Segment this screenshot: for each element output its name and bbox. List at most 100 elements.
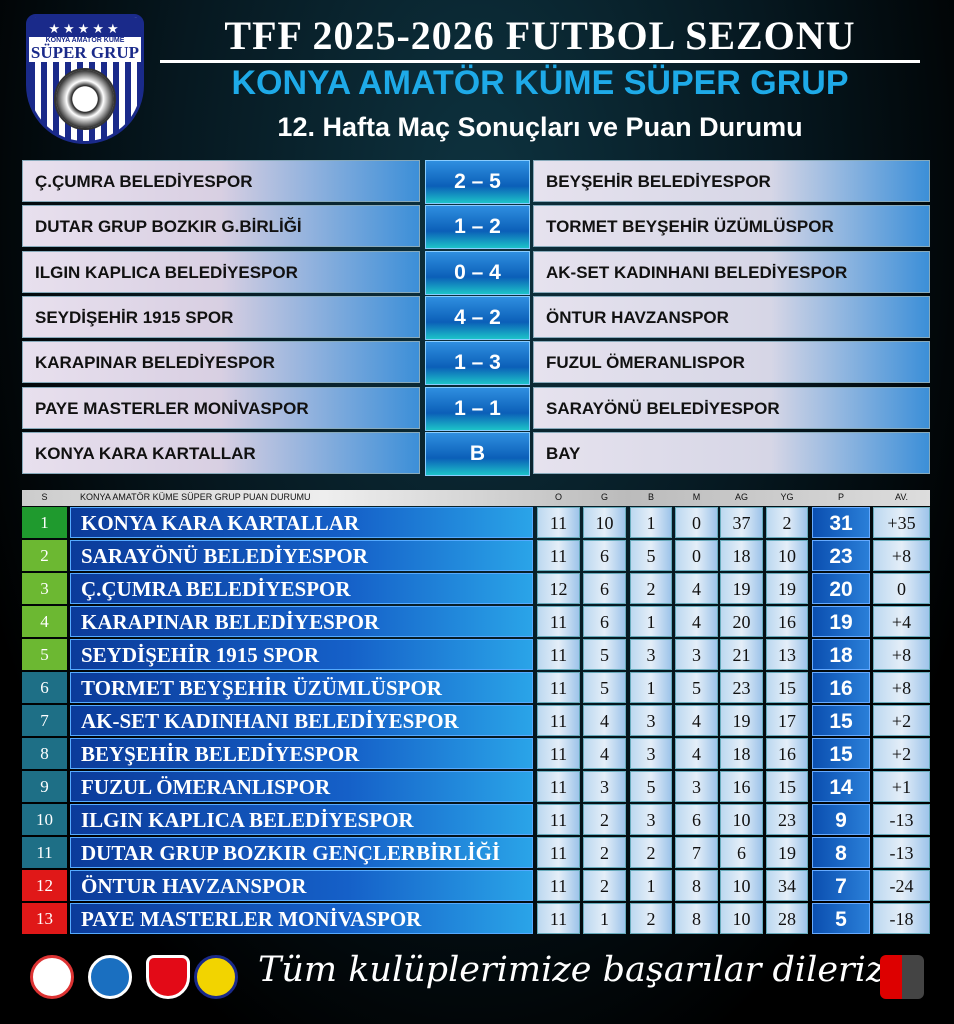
goals-for: 18 [720, 738, 763, 769]
drawn: 2 [630, 573, 672, 604]
rank: 8 [22, 738, 67, 769]
goals-for: 16 [720, 771, 763, 802]
match-row: KARAPINAR BELEDİYESPOR 1 – 3 FUZUL ÖMERANL… [22, 341, 930, 386]
goals-against: 23 [766, 804, 808, 835]
points: 18 [812, 639, 870, 670]
rank: 10 [22, 804, 67, 835]
column-header: M [692, 492, 701, 502]
federation-emblem-icon [88, 955, 132, 999]
match-score: B [425, 431, 530, 476]
goal-difference: +8 [873, 639, 930, 670]
won: 6 [583, 540, 626, 571]
page-title: TFF 2025-2026 FUTBOL SEZONU [160, 16, 920, 63]
points: 23 [812, 540, 870, 571]
table-row: 6 TORMET BEYŞEHİR ÜZÜMLÜSPOR 11 5 1 5 23 15 16 +8 [22, 672, 930, 703]
away-team: TORMET BEYŞEHİR ÜZÜMLÜSPOR [533, 205, 930, 248]
points: 9 [812, 804, 870, 835]
table-row: 13 PAYE MASTERLER MONİVASPOR 11 1 2 8 10 28 5 -18 [22, 903, 930, 934]
played: 11 [537, 639, 580, 670]
home-team: ILGIN KAPLICA BELEDİYESPOR [22, 250, 420, 293]
away-team: ÖNTUR HAVZANSPOR [533, 295, 930, 338]
points: 15 [812, 738, 870, 769]
rank: 5 [22, 639, 67, 670]
drawn: 1 [630, 606, 672, 637]
away-team: BEYŞEHİR BELEDİYESPOR [533, 160, 930, 202]
team-name: TORMET BEYŞEHİR ÜZÜMLÜSPOR [70, 672, 533, 703]
goals-for: 19 [720, 705, 763, 736]
club-association-emblem-icon [194, 955, 238, 999]
drawn: 1 [630, 507, 672, 538]
goal-difference: -18 [873, 903, 930, 934]
played: 11 [537, 507, 580, 538]
goals-against: 28 [766, 903, 808, 934]
goals-for: 21 [720, 639, 763, 670]
rank: 1 [22, 507, 67, 538]
goal-difference: +4 [873, 606, 930, 637]
away-team: SARAYÖNÜ BELEDİYESPOR [533, 386, 930, 429]
goals-for: 19 [720, 573, 763, 604]
team-name: Ç.ÇUMRA BELEDİYESPOR [70, 573, 533, 604]
team-name: DUTAR GRUP BOZKIR GENÇLERBİRLİĞİ [70, 837, 533, 868]
played: 11 [537, 672, 580, 703]
goals-against: 16 [766, 606, 808, 637]
rank: 9 [22, 771, 67, 802]
won: 2 [583, 804, 626, 835]
footer-message: Tüm kulüplerimize başarılar dileriz [258, 950, 885, 990]
logo-text: SÜPER GRUP [29, 43, 141, 62]
match-row: DUTAR GRUP BOZKIR G.BİRLİĞİ 1 – 2 TORMET B… [22, 205, 930, 250]
table-row: 1 KONYA KARA KARTALLAR 11 10 1 0 37 2 31 +35 [22, 507, 930, 538]
team-name: KONYA KARA KARTALLAR [70, 507, 533, 538]
lost: 4 [675, 606, 718, 637]
rank: 4 [22, 606, 67, 637]
team-name: PAYE MASTERLER MONİVASPOR [70, 903, 533, 934]
goals-for: 37 [720, 507, 763, 538]
home-team: Ç.ÇUMRA BELEDİYESPOR [22, 160, 420, 202]
played: 11 [537, 606, 580, 637]
team-name: ILGIN KAPLICA BELEDİYESPOR [70, 804, 533, 835]
table-row: 9 FUZUL ÖMERANLISPOR 11 3 5 3 16 15 14 +1 [22, 771, 930, 802]
won: 2 [583, 870, 626, 901]
points: 8 [812, 837, 870, 868]
points: 7 [812, 870, 870, 901]
drawn: 2 [630, 903, 672, 934]
goals-against: 17 [766, 705, 808, 736]
match-row: KONYA KARA KARTALLAR B BAY [22, 431, 930, 476]
rank: 2 [22, 540, 67, 571]
points: 19 [812, 606, 870, 637]
lost: 7 [675, 837, 718, 868]
rank: 13 [22, 903, 67, 934]
column-header: G [600, 492, 608, 502]
goal-difference: +35 [873, 507, 930, 538]
goals-against: 2 [766, 507, 808, 538]
home-team: DUTAR GRUP BOZKIR G.BİRLİĞİ [22, 205, 420, 248]
goals-against: 10 [766, 540, 808, 571]
played: 11 [537, 738, 580, 769]
table-row: 8 BEYŞEHİR BELEDİYESPOR 11 4 3 4 18 16 15 +2 [22, 738, 930, 769]
won: 1 [583, 903, 626, 934]
column-header: AV. [894, 492, 908, 502]
drawn: 3 [630, 639, 672, 670]
points: 20 [812, 573, 870, 604]
team-name: ÖNTUR HAVZANSPOR [70, 870, 533, 901]
logo-text: KONYA AMATÖR KÜME [29, 37, 141, 44]
drawn: 1 [630, 870, 672, 901]
drawn: 5 [630, 771, 672, 802]
won: 5 [583, 639, 626, 670]
away-team: BAY [533, 431, 930, 474]
goal-difference: +1 [873, 771, 930, 802]
team-name: KARAPINAR BELEDİYESPOR [70, 606, 533, 637]
home-team: KONYA KARA KARTALLAR [22, 431, 420, 474]
lost: 4 [675, 573, 718, 604]
goal-difference: -24 [873, 870, 930, 901]
table-row: 4 KARAPINAR BELEDİYESPOR 11 6 1 4 20 16 19 +4 [22, 606, 930, 637]
column-header: YG [780, 492, 794, 502]
ministry-emblem-icon [30, 955, 74, 999]
away-team: FUZUL ÖMERANLISPOR [533, 341, 930, 384]
goals-against: 15 [766, 672, 808, 703]
match-row: PAYE MASTERLER MONİVASPOR 1 – 1 SARAYÖNÜ B… [22, 386, 930, 431]
drawn: 3 [630, 738, 672, 769]
goals-for: 10 [720, 903, 763, 934]
won: 10 [583, 507, 626, 538]
goals-for: 23 [720, 672, 763, 703]
away-team: AK-SET KADINHANI BELEDİYESPOR [533, 250, 930, 293]
